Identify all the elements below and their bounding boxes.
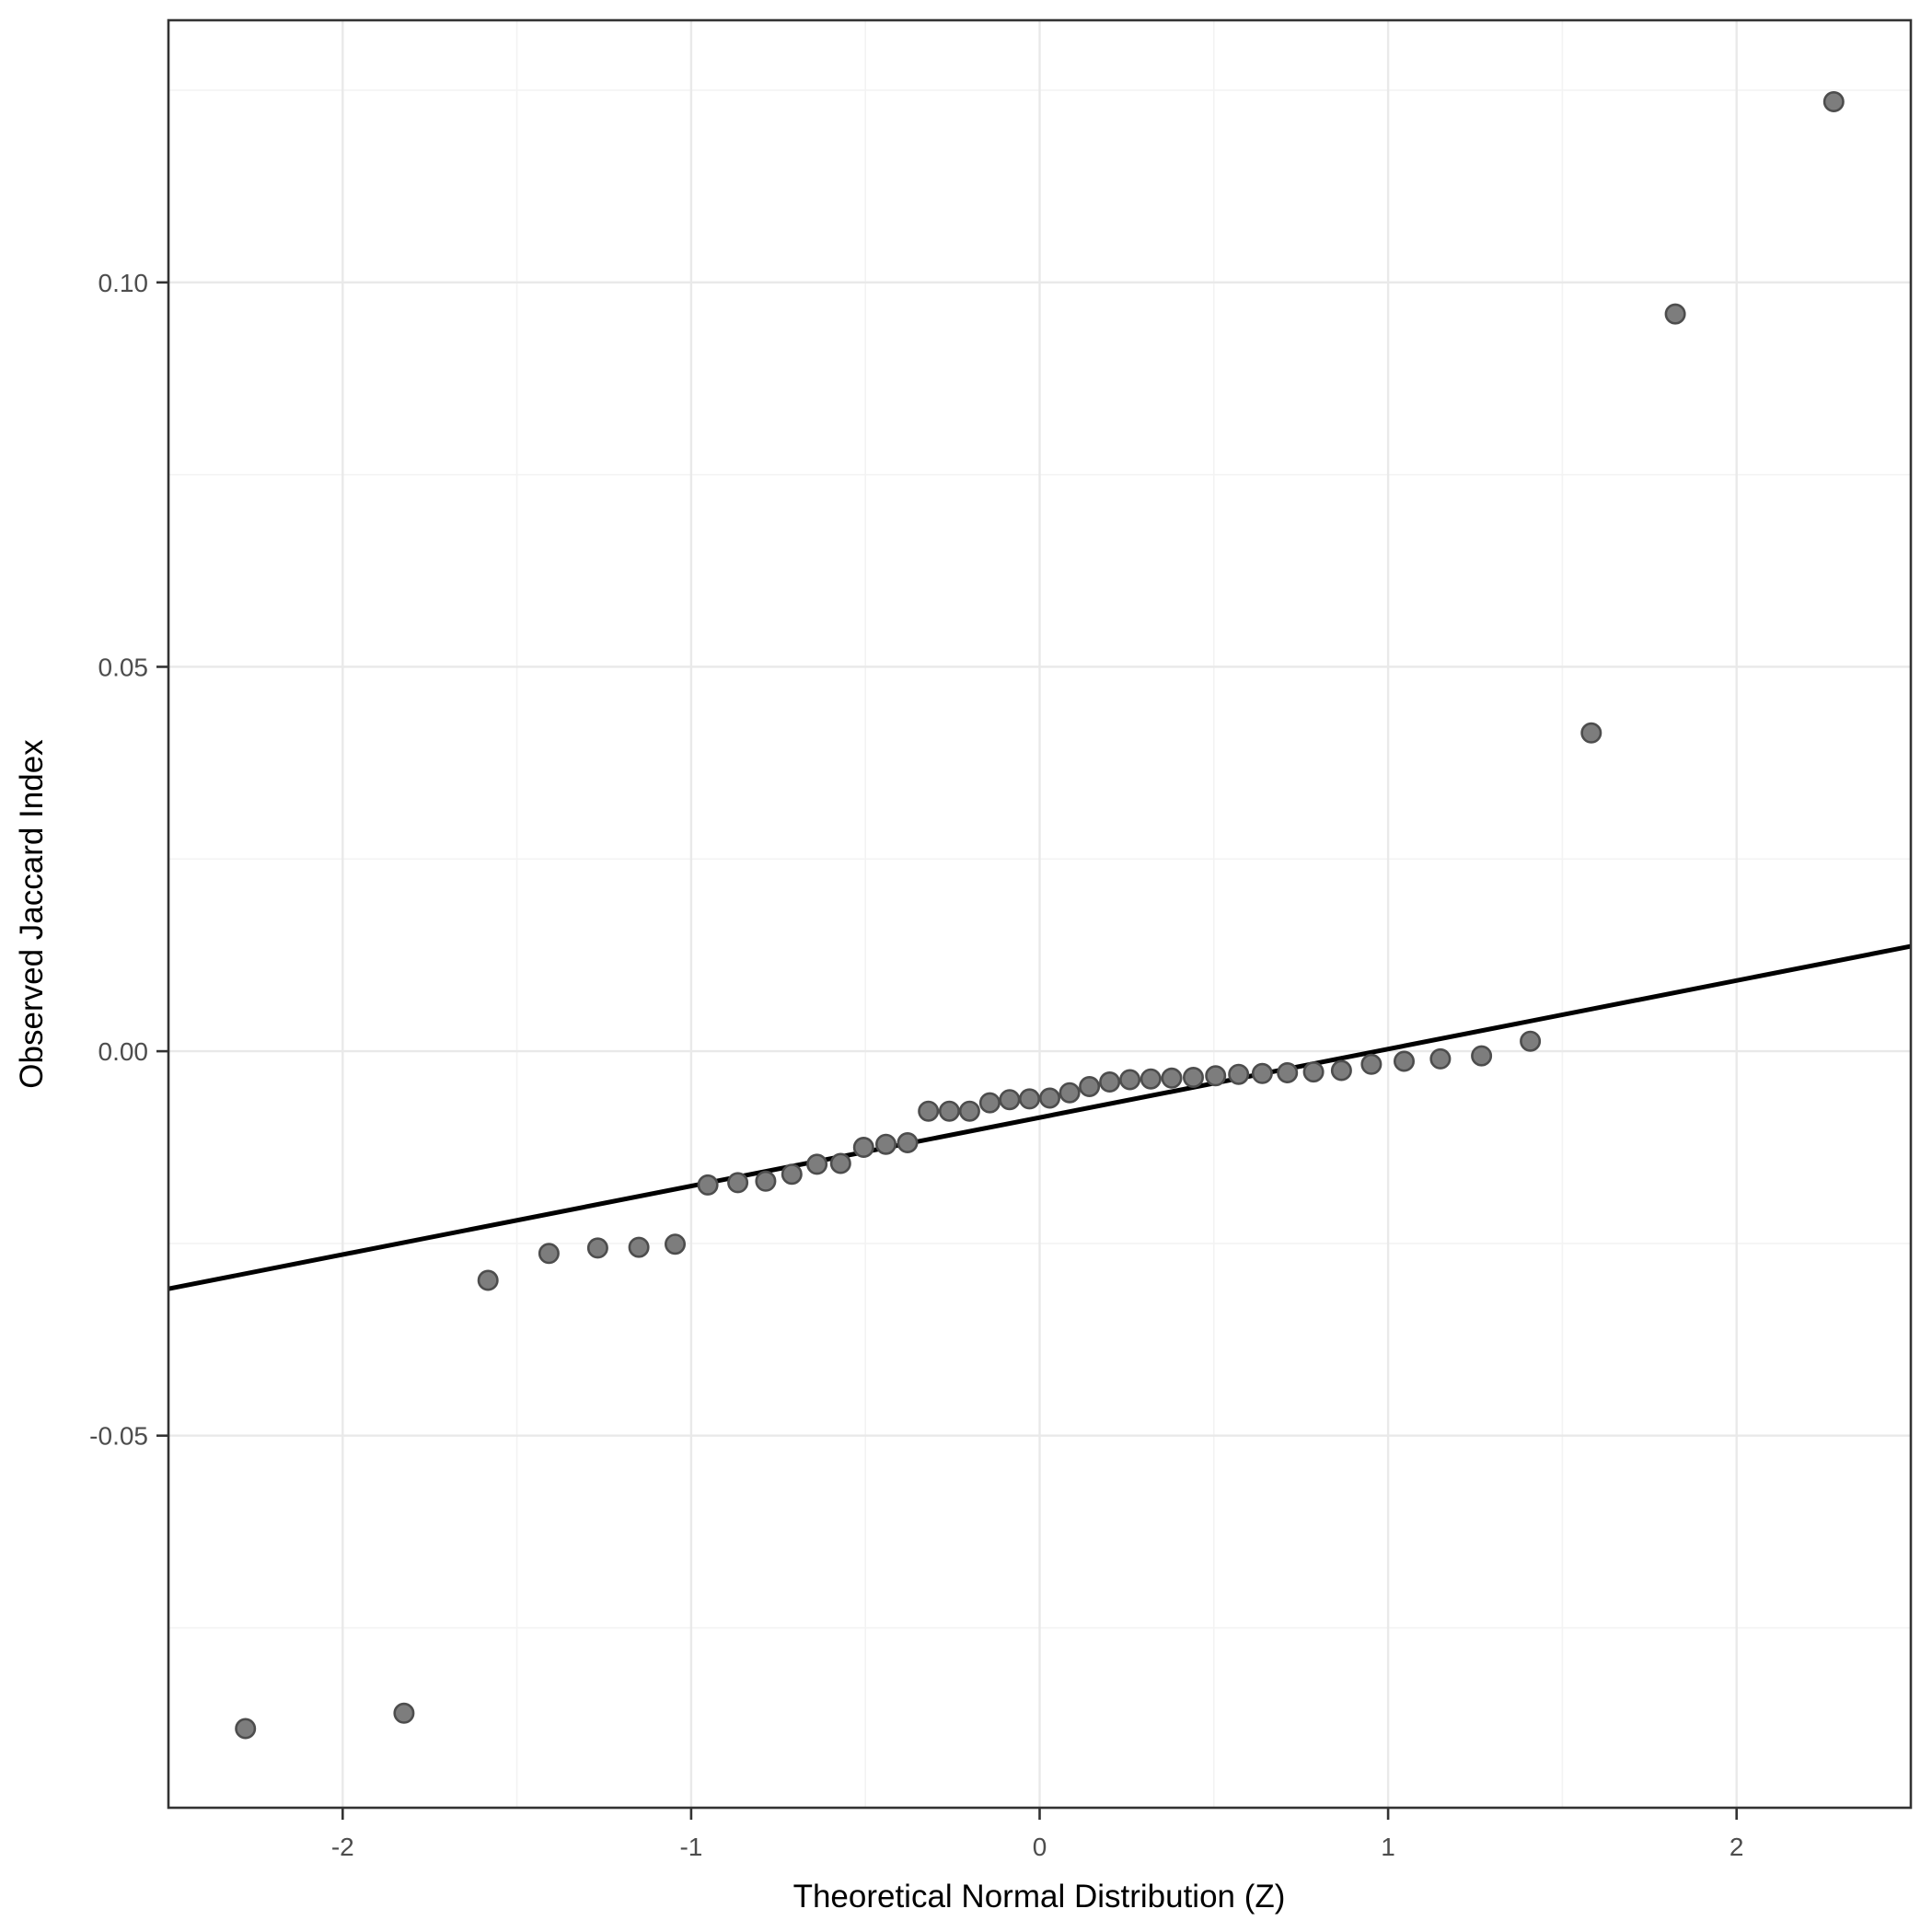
data-point [1140,1068,1162,1090]
data-point [1360,1053,1382,1075]
data-point [1471,1045,1493,1067]
data-point [755,1170,777,1192]
y-tick-label: 0.00 [98,1037,149,1066]
data-point [664,1233,686,1255]
data-point [852,1137,874,1159]
data-point [628,1236,650,1258]
data-point [1039,1087,1061,1109]
x-tick-label: -1 [679,1833,702,1861]
x-tick-label: 2 [1730,1833,1744,1861]
y-tick-label: 0.05 [98,653,149,681]
x-axis-title: Theoretical Normal Distribution (Z) [793,1879,1286,1915]
data-point [1330,1059,1352,1082]
data-point [978,1092,1001,1114]
x-tick-label: 0 [1033,1833,1047,1861]
data-point [1822,91,1845,113]
data-point [1664,303,1686,325]
y-axis-title: Observed Jaccard Index [14,739,50,1089]
data-point [918,1100,940,1122]
x-tick-label: -2 [331,1833,354,1861]
data-point [1099,1071,1121,1093]
y-tick-label: -0.05 [89,1422,148,1451]
qq-reference-line [168,943,1912,1291]
data-point [874,1133,897,1155]
data-point [1394,1050,1416,1072]
data-point [1079,1076,1101,1098]
data-point [1161,1067,1183,1089]
data-point [393,1702,415,1724]
data-point [235,1718,257,1740]
data-point [829,1152,851,1174]
data-point [1119,1069,1141,1091]
data-point [538,1243,560,1265]
data-point [1228,1063,1250,1085]
data-point [1277,1062,1299,1084]
data-point [958,1100,980,1122]
data-point [477,1269,499,1291]
data-point [806,1153,828,1175]
data-point [781,1163,803,1186]
data-point [1429,1047,1452,1070]
data-point [897,1132,919,1154]
data-point [1251,1062,1273,1084]
data-point [727,1172,749,1194]
data-point [697,1174,719,1196]
data-point [1205,1065,1227,1087]
x-tick-label: 1 [1381,1833,1395,1861]
data-point [1580,722,1602,744]
data-point [1520,1030,1542,1052]
data-point [1059,1082,1081,1104]
data-point [1019,1088,1041,1110]
y-tick-label: 0.10 [98,269,149,297]
data-point [1183,1067,1205,1089]
data-point [586,1237,608,1259]
data-point [999,1089,1021,1111]
data-point [1302,1061,1325,1083]
data-point [938,1100,960,1122]
